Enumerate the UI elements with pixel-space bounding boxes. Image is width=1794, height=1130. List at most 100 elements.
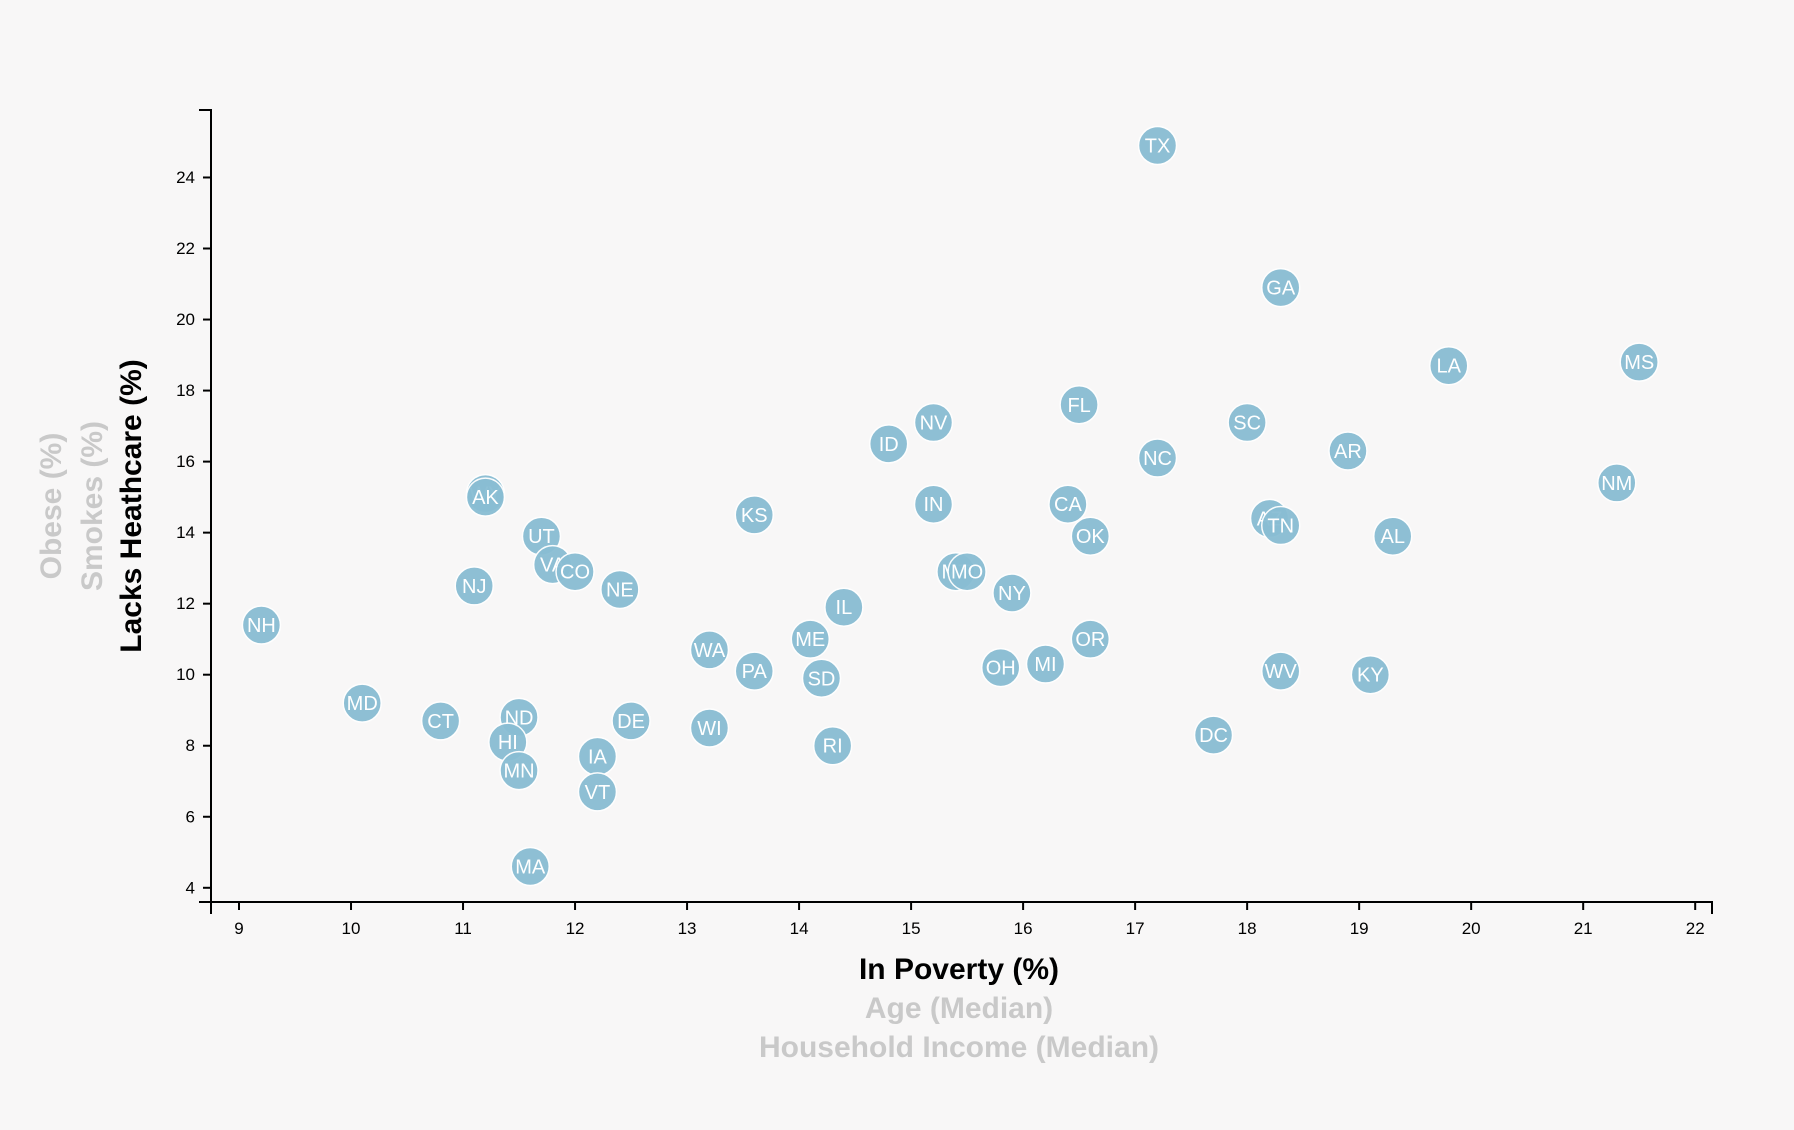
state-circle[interactable]: [1137, 438, 1178, 478]
state-point-fl[interactable]: FL: [1059, 385, 1099, 425]
x-axis-title-income[interactable]: Household Income (Median): [759, 1031, 1159, 1064]
state-circle[interactable]: [499, 750, 539, 791]
state-circle[interactable]: [689, 630, 730, 670]
state-point-ky[interactable]: KY: [1350, 654, 1391, 695]
state-circle[interactable]: [1260, 505, 1301, 546]
state-point-tn[interactable]: TN: [1260, 505, 1301, 546]
state-point-co[interactable]: CO: [555, 551, 595, 592]
state-point-ne[interactable]: NE: [600, 569, 640, 610]
state-point-ar[interactable]: AR: [1328, 431, 1368, 471]
x-tick-label: 11: [454, 919, 472, 938]
state-point-oh[interactable]: OH: [980, 647, 1021, 688]
state-point-nh[interactable]: NH: [241, 605, 282, 645]
state-point-wv[interactable]: WV: [1260, 651, 1301, 691]
y-axis-title-obese[interactable]: Obese (%): [35, 433, 68, 580]
state-circle[interactable]: [913, 402, 954, 443]
state-circle[interactable]: [1193, 715, 1234, 755]
x-tick-label: 19: [1350, 919, 1369, 938]
state-circle[interactable]: [600, 569, 640, 610]
y-tick-label: 10: [176, 665, 195, 684]
state-circle[interactable]: [1025, 644, 1066, 684]
x-axis-title-poverty[interactable]: In Poverty (%): [859, 953, 1059, 986]
state-point-me[interactable]: ME: [790, 619, 831, 659]
state-circle[interactable]: [947, 551, 987, 592]
state-circle[interactable]: [1328, 431, 1368, 471]
state-circle[interactable]: [1137, 125, 1178, 166]
state-point-ks[interactable]: KS: [734, 495, 775, 535]
state-point-id[interactable]: ID: [868, 424, 909, 464]
state-point-vt[interactable]: VT: [577, 772, 618, 812]
state-circle[interactable]: [577, 772, 618, 812]
state-circle[interactable]: [812, 725, 853, 766]
state-circle[interactable]: [1373, 516, 1413, 556]
state-point-in[interactable]: IN: [913, 484, 954, 524]
state-circle[interactable]: [1619, 342, 1659, 382]
state-circle[interactable]: [1597, 463, 1637, 503]
state-circle[interactable]: [1070, 516, 1111, 556]
state-circle[interactable]: [980, 647, 1021, 688]
state-point-mi[interactable]: MI: [1025, 644, 1066, 684]
state-point-ia[interactable]: IA: [577, 736, 618, 777]
state-circle[interactable]: [611, 701, 651, 741]
state-circle[interactable]: [454, 566, 494, 606]
state-circle[interactable]: [1260, 651, 1301, 691]
state-circle[interactable]: [913, 484, 954, 524]
state-point-wi[interactable]: WI: [689, 708, 730, 748]
y-axis-title-healthcare[interactable]: Lacks Heathcare (%): [115, 359, 148, 652]
state-point-la[interactable]: LA: [1429, 345, 1469, 386]
state-circle[interactable]: [1260, 267, 1301, 308]
state-point-il[interactable]: IL: [824, 587, 864, 627]
state-point-mn[interactable]: MN: [499, 750, 539, 791]
state-circle[interactable]: [577, 736, 618, 777]
y-axis-title-smokes[interactable]: Smokes (%): [76, 421, 109, 591]
state-point-ak[interactable]: AK: [465, 477, 506, 517]
x-tick-label: 17: [1126, 919, 1145, 938]
state-circle[interactable]: [1070, 619, 1111, 659]
state-circle[interactable]: [1429, 345, 1469, 386]
state-point-dc[interactable]: DC: [1193, 715, 1234, 755]
state-circle[interactable]: [824, 587, 864, 627]
state-circle[interactable]: [868, 424, 909, 464]
state-point-nm[interactable]: NM: [1597, 463, 1637, 503]
x-axis-line: [210, 901, 1713, 914]
state-circle[interactable]: [420, 701, 461, 741]
state-circle[interactable]: [734, 495, 775, 535]
state-point-ok[interactable]: OK: [1070, 516, 1111, 556]
state-point-al[interactable]: AL: [1373, 516, 1413, 556]
state-point-ri[interactable]: RI: [812, 725, 853, 766]
state-circle[interactable]: [241, 605, 282, 645]
state-point-nj[interactable]: NJ: [454, 566, 494, 606]
state-circle[interactable]: [342, 683, 382, 723]
state-circle[interactable]: [465, 477, 506, 517]
state-point-ga[interactable]: GA: [1260, 267, 1301, 308]
state-point-mo[interactable]: MO: [947, 551, 987, 592]
state-circle[interactable]: [1059, 385, 1099, 425]
state-point-ma[interactable]: MA: [510, 846, 550, 887]
state-point-sd[interactable]: SD: [801, 658, 842, 699]
state-point-wa[interactable]: WA: [689, 630, 730, 670]
state-point-ms[interactable]: MS: [1619, 342, 1659, 382]
state-point-ny[interactable]: NY: [992, 573, 1032, 613]
state-point-md[interactable]: MD: [342, 683, 382, 723]
state-circle[interactable]: [790, 619, 831, 659]
state-circle[interactable]: [510, 846, 550, 887]
x-axis-title-age[interactable]: Age (Median): [865, 992, 1053, 1025]
state-point-pa[interactable]: PA: [734, 651, 775, 691]
state-point-ca[interactable]: CA: [1048, 484, 1088, 524]
state-point-or[interactable]: OR: [1070, 619, 1111, 659]
state-point-sc[interactable]: SC: [1227, 402, 1267, 443]
state-circle[interactable]: [1350, 654, 1391, 695]
state-point-nv[interactable]: NV: [913, 402, 954, 443]
state-circle[interactable]: [992, 573, 1032, 613]
state-point-tx[interactable]: TX: [1137, 125, 1178, 166]
state-circle[interactable]: [1048, 484, 1088, 524]
state-point-ct[interactable]: CT: [420, 701, 461, 741]
state-circle[interactable]: [555, 551, 595, 592]
state-circle[interactable]: [1227, 402, 1267, 443]
state-circle[interactable]: [734, 651, 775, 691]
state-circle[interactable]: [689, 708, 730, 748]
state-circle[interactable]: [801, 658, 842, 699]
y-axis-line: [199, 109, 212, 903]
state-point-nc[interactable]: NC: [1137, 438, 1178, 478]
state-point-de[interactable]: DE: [611, 701, 651, 741]
